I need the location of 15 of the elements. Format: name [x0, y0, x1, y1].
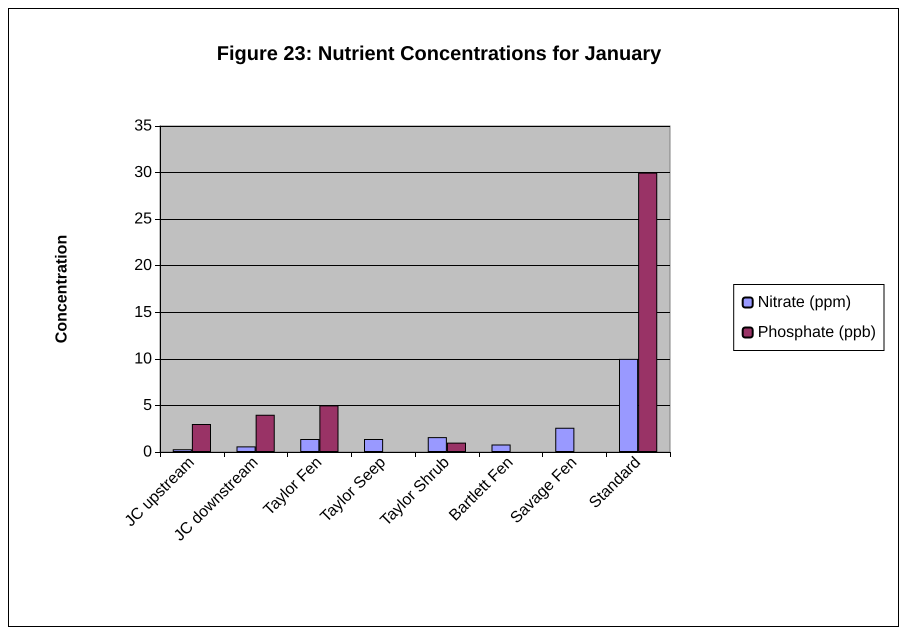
- y-tick-label: 25: [134, 210, 152, 228]
- y-tick-label: 10: [134, 350, 152, 368]
- y-tick-label: 20: [134, 257, 152, 274]
- legend-label: Nitrate (ppm): [758, 294, 852, 311]
- y-axis-title: Concentration: [54, 234, 70, 344]
- y-tick-label: 35: [134, 118, 152, 134]
- bar: [364, 438, 384, 452]
- y-tick-label: 5: [143, 396, 152, 414]
- y-tick-label: 15: [134, 304, 152, 321]
- bar: [555, 428, 574, 452]
- y-tick-label: 30: [134, 164, 152, 182]
- y-tick-label: 0: [143, 444, 152, 460]
- chart-title: Figure 23: Nutrient Concentrations for January: [216, 43, 662, 65]
- bar: [492, 444, 511, 452]
- legend-label: Phosphate (ppb): [758, 324, 876, 341]
